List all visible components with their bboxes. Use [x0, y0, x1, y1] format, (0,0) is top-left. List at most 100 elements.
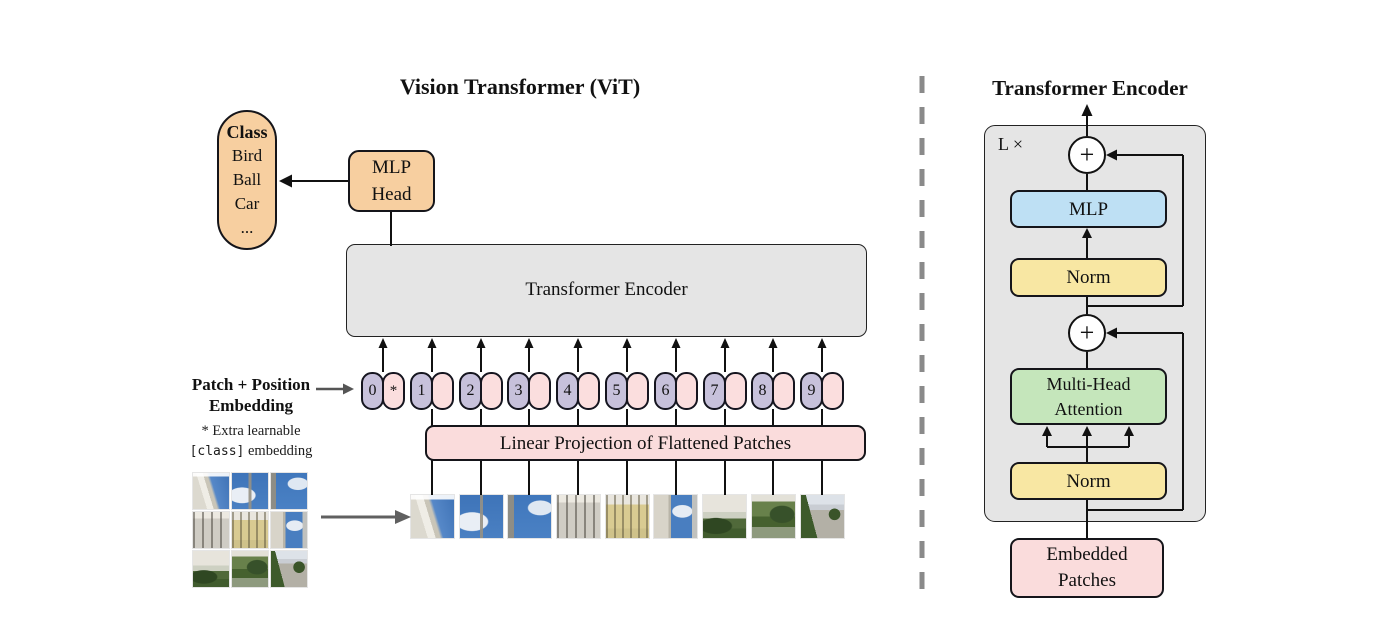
linear-projection-label: Linear Projection of Flattened Patches: [499, 432, 792, 454]
class-item: ...: [240, 218, 254, 237]
caption-line2: Embedding: [208, 396, 294, 415]
transformer-encoder-label: Transformer Encoder: [525, 279, 688, 300]
position-pill: 8: [751, 372, 774, 410]
residual-add-bottom: +: [1068, 314, 1106, 352]
residual-add-top: +: [1068, 136, 1106, 174]
mlp-head-line2: Head: [371, 184, 412, 205]
input-image-patch: [193, 512, 229, 548]
norm-box-bottom: Norm: [1010, 462, 1167, 500]
footnote-line1: * Extra learnable: [201, 423, 301, 439]
token-pair-3: 3: [507, 372, 551, 410]
mlp-head-line1: MLP: [371, 157, 412, 178]
input-image-patch: [232, 473, 268, 509]
token-digit: 4: [563, 382, 572, 399]
flattened-patch: [460, 495, 503, 538]
embedded-patches-box: Embedded Patches: [1010, 538, 1164, 598]
position-pill: 2: [459, 372, 482, 410]
patch-embedding-pill: [626, 372, 649, 410]
input-image-patch: [271, 551, 307, 587]
input-image-patch: [271, 473, 307, 509]
embedded-line1: Embedded: [1046, 544, 1128, 565]
token-digit: 5: [612, 382, 621, 399]
left-figure-title: Vision Transformer (ViT): [399, 74, 641, 99]
plus-icon: +: [1079, 318, 1095, 347]
mlp-box: MLP: [1010, 190, 1167, 228]
token-pair-5: 5: [605, 372, 649, 410]
linear-projection-box: Linear Projection of Flattened Patches: [425, 425, 866, 461]
token-digit: 6: [661, 382, 670, 399]
class-item: Car: [234, 194, 260, 213]
flattened-patch: [411, 495, 454, 538]
mlp-label: MLP: [1068, 198, 1109, 220]
position-pill: 1: [410, 372, 433, 410]
flattened-patch: [557, 495, 600, 538]
token-digit: 1: [417, 382, 426, 399]
input-image-patch: [232, 551, 268, 587]
position-pill: 6: [654, 372, 677, 410]
mha-line2: Attention: [1054, 398, 1123, 419]
position-pill: 7: [703, 372, 726, 410]
flattened-patch: [606, 495, 649, 538]
flattened-patch: [508, 495, 551, 538]
input-image-patch: [193, 551, 229, 587]
token-digit: 3: [514, 382, 523, 399]
patch-embedding-pill: [724, 372, 747, 410]
mha-line1: Multi-Head: [1046, 373, 1131, 394]
class-output-pill: Class Bird Ball Car ...: [217, 110, 277, 250]
token-pair-0: 0 *: [361, 372, 405, 410]
patch-embedding-pill: [577, 372, 600, 410]
class-token-footnote: * Extra learnable [class] embedding: [166, 421, 336, 462]
token-pair-1: 1: [410, 372, 454, 410]
token-digit: 2: [466, 382, 475, 399]
input-image-patch: [193, 473, 229, 509]
token-pair-2: 2: [459, 372, 503, 410]
embedded-line2: Patches: [1057, 570, 1117, 591]
loop-count-label: L ×: [998, 134, 1023, 154]
flattened-patch: [801, 495, 844, 538]
multi-head-attention-box: Multi-Head Attention: [1010, 368, 1167, 425]
patch-embedding-pill: [772, 372, 795, 410]
token-digit: 9: [807, 382, 816, 399]
patch-embedding-pill: [528, 372, 551, 410]
input-image-patch: [232, 512, 268, 548]
position-pill: 0: [361, 372, 384, 410]
class-token-literal: [class]: [189, 444, 245, 459]
token-digit: 0: [368, 382, 377, 399]
position-pill: 5: [605, 372, 628, 410]
norm-label: Norm: [1066, 267, 1111, 288]
transformer-encoder-box: [346, 244, 867, 337]
norm-box-top: Norm: [1010, 258, 1167, 297]
flattened-patch: [703, 495, 746, 538]
mlp-head-box: MLP Head: [348, 150, 435, 212]
token-digit: 7: [710, 382, 719, 399]
token-pair-8: 8: [751, 372, 795, 410]
patch-embedding-pill: [821, 372, 844, 410]
norm-label: Norm: [1066, 470, 1111, 492]
position-pill: 4: [556, 372, 579, 410]
token-pair-7: 7: [703, 372, 747, 410]
plus-icon: +: [1079, 140, 1095, 169]
class-item: Bird: [231, 146, 263, 165]
token-pair-6: 6: [654, 372, 698, 410]
patch-embedding-pill: [431, 372, 454, 410]
footnote-line2: [class] embedding: [166, 441, 336, 462]
patch-embedding-pill: [675, 372, 698, 410]
right-figure-title: Transformer Encoder: [992, 76, 1188, 100]
class-embedding-pill: *: [382, 372, 405, 410]
position-pill: 3: [507, 372, 530, 410]
caption-line1: Patch + Position: [191, 375, 311, 394]
position-pill: 9: [800, 372, 823, 410]
input-image-patch: [271, 512, 307, 548]
token-pair-4: 4: [556, 372, 600, 410]
footnote-line2-rest: embedding: [244, 443, 313, 459]
patch-embedding-pill: [480, 372, 503, 410]
patch-position-embedding-caption: Patch + Position Embedding: [166, 374, 336, 416]
token-pair-9: 9: [800, 372, 844, 410]
class-item: Ball: [232, 170, 262, 189]
token-digit: 8: [758, 382, 767, 399]
class-star: *: [389, 382, 398, 399]
flattened-patch: [654, 495, 697, 538]
flattened-patch: [752, 495, 795, 538]
class-header: Class: [226, 122, 268, 142]
